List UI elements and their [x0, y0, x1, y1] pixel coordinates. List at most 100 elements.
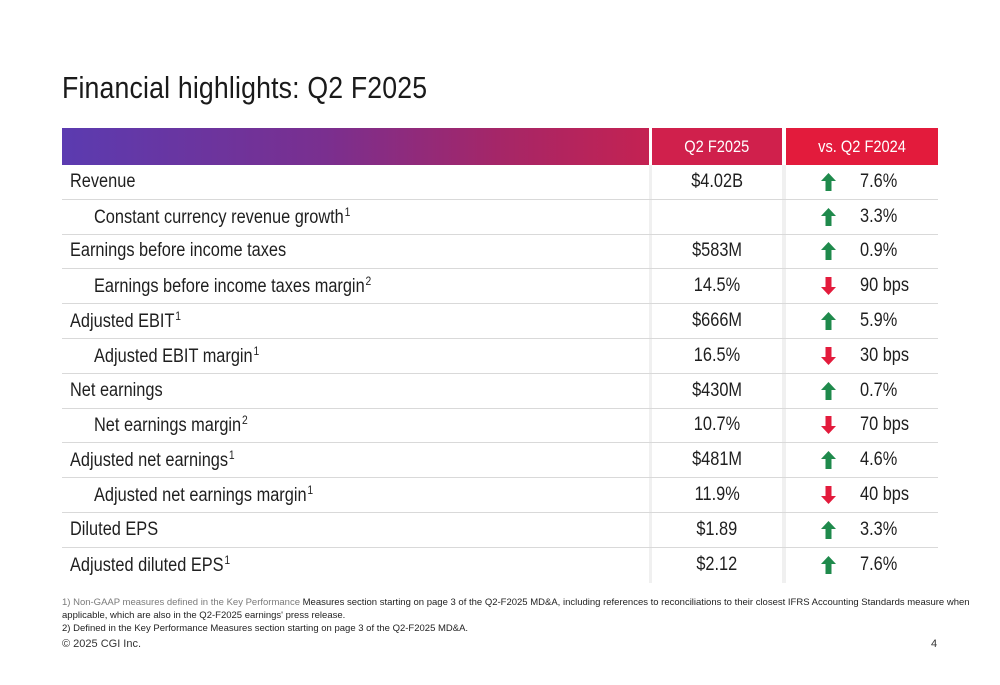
table-header: Q2 F2025 vs. Q2 F2024	[62, 128, 938, 165]
row-value: $583M	[692, 240, 742, 262]
arrow-up-icon	[820, 548, 836, 583]
column-divider	[782, 199, 786, 234]
row-value: $666M	[692, 310, 742, 332]
row-label: Adjusted EBIT1	[70, 309, 182, 333]
row-value: $430M	[692, 379, 742, 401]
header-gradient-bar	[62, 128, 649, 165]
column-divider	[782, 304, 786, 338]
row-label: Adjusted net earnings1	[70, 448, 235, 472]
arrow-down-icon	[820, 339, 836, 373]
table-row: Constant currency revenue growth1 3.3%	[62, 199, 938, 235]
arrow-up-icon	[820, 443, 836, 477]
column-divider	[782, 478, 786, 512]
row-change: 4.6%	[860, 449, 898, 471]
column-divider	[782, 165, 786, 199]
row-value: $1.89	[696, 518, 738, 540]
arrow-down-icon	[820, 269, 836, 303]
column-divider	[649, 269, 652, 304]
row-change: 5.9%	[860, 310, 898, 332]
financial-table: Q2 F2025 vs. Q2 F2024 Revenue $4.02B 7.6% C…	[62, 128, 938, 583]
footnote-marker: 1	[224, 553, 231, 568]
table-row: Adjusted EBIT margin1 16.5% 30 bps	[62, 338, 938, 374]
arrow-down-icon	[820, 478, 836, 512]
column-divider	[782, 547, 786, 583]
row-change: 70 bps	[860, 414, 910, 436]
row-label: Adjusted net earnings margin1	[94, 483, 314, 507]
table-body: Revenue $4.02B 7.6% Constant currency reven…	[62, 165, 938, 583]
row-label: Diluted EPS	[70, 518, 159, 540]
column-divider	[649, 408, 652, 443]
row-value: 11.9%	[694, 484, 740, 506]
footnote-1: 1) Non-GAAP measures defined in the Key …	[62, 597, 970, 621]
page-number: 4	[931, 638, 938, 650]
row-label: Adjusted EBIT margin1	[94, 343, 260, 367]
table-row: Adjusted net earnings margin1 11.9% 40 bps	[62, 478, 938, 513]
column-divider	[649, 373, 652, 408]
table-row: Net earnings $430M 0.7%	[62, 373, 938, 409]
table-row: Earnings before income taxes margin2 14.5…	[62, 269, 938, 305]
column-divider	[782, 338, 786, 373]
row-value: 16.5%	[693, 344, 741, 366]
row-change: 7.6%	[860, 554, 898, 576]
header-current-quarter: Q2 F2025	[652, 128, 782, 165]
row-value: $481M	[692, 449, 742, 471]
column-divider	[649, 547, 652, 583]
column-divider	[649, 443, 652, 478]
column-divider	[649, 165, 652, 199]
row-value: $2.12	[696, 554, 738, 576]
row-label: Net earnings margin2	[94, 413, 248, 437]
row-value	[652, 200, 782, 234]
column-divider	[649, 478, 652, 512]
page-title: Financial highlights: Q2 F2025	[62, 70, 428, 105]
footnote-marker: 1	[228, 448, 235, 463]
table-row: Adjusted diluted EPS1 $2.12 7.6%	[62, 547, 938, 583]
row-change: 0.7%	[860, 379, 898, 401]
column-divider	[782, 269, 786, 304]
arrow-up-icon	[820, 304, 836, 338]
arrow-up-icon	[820, 513, 836, 547]
footnote-2: 2) Defined in the Key Performance Measur…	[62, 623, 469, 634]
row-change: 90 bps	[860, 275, 910, 297]
row-change: 3.3%	[860, 205, 898, 227]
arrow-up-icon	[820, 374, 836, 408]
row-label: Constant currency revenue growth1	[94, 204, 351, 228]
footnotes: 1) Non-GAAP measures defined in the Key …	[62, 596, 982, 635]
arrow-up-icon	[820, 200, 836, 234]
arrow-up-icon	[820, 165, 836, 199]
column-divider	[649, 338, 652, 373]
arrow-down-icon	[820, 409, 836, 443]
copyright: © 2025 CGI Inc.	[62, 638, 142, 650]
row-change: 0.9%	[860, 240, 898, 262]
column-divider	[782, 408, 786, 443]
table-row: Diluted EPS $1.89 3.3%	[62, 512, 938, 548]
footnote-marker: 1	[175, 309, 182, 324]
table-row: Earnings before income taxes $583M 0.9%	[62, 234, 938, 270]
table-row: Adjusted net earnings1 $481M 4.6%	[62, 443, 938, 479]
column-divider	[649, 234, 652, 269]
footnote-marker: 1	[307, 483, 314, 498]
row-label: Earnings before income taxes	[70, 240, 287, 262]
arrow-up-icon	[820, 235, 836, 269]
column-divider	[649, 199, 652, 234]
row-label: Net earnings	[70, 379, 163, 401]
footnote-marker: 2	[242, 413, 248, 428]
row-change: 40 bps	[860, 484, 910, 506]
row-change: 3.3%	[860, 518, 898, 540]
row-value: 10.7%	[693, 414, 741, 436]
header-comparison: vs. Q2 F2024	[786, 128, 938, 165]
column-divider	[782, 234, 786, 269]
column-divider	[782, 512, 786, 547]
row-change: 7.6%	[860, 170, 898, 192]
footnote-marker: 2	[365, 274, 372, 289]
row-value: 14.5%	[693, 275, 741, 297]
column-divider	[649, 512, 652, 547]
row-label: Earnings before income taxes margin2	[94, 274, 372, 298]
row-label: Adjusted diluted EPS1	[70, 553, 231, 577]
table-row: Adjusted EBIT1 $666M 5.9%	[62, 304, 938, 339]
column-divider	[782, 443, 786, 478]
column-divider	[649, 304, 652, 338]
footnote-marker: 1	[344, 204, 351, 219]
row-value: $4.02B	[691, 170, 743, 192]
column-divider	[782, 373, 786, 408]
table-row: Net earnings margin2 10.7% 70 bps	[62, 408, 938, 444]
